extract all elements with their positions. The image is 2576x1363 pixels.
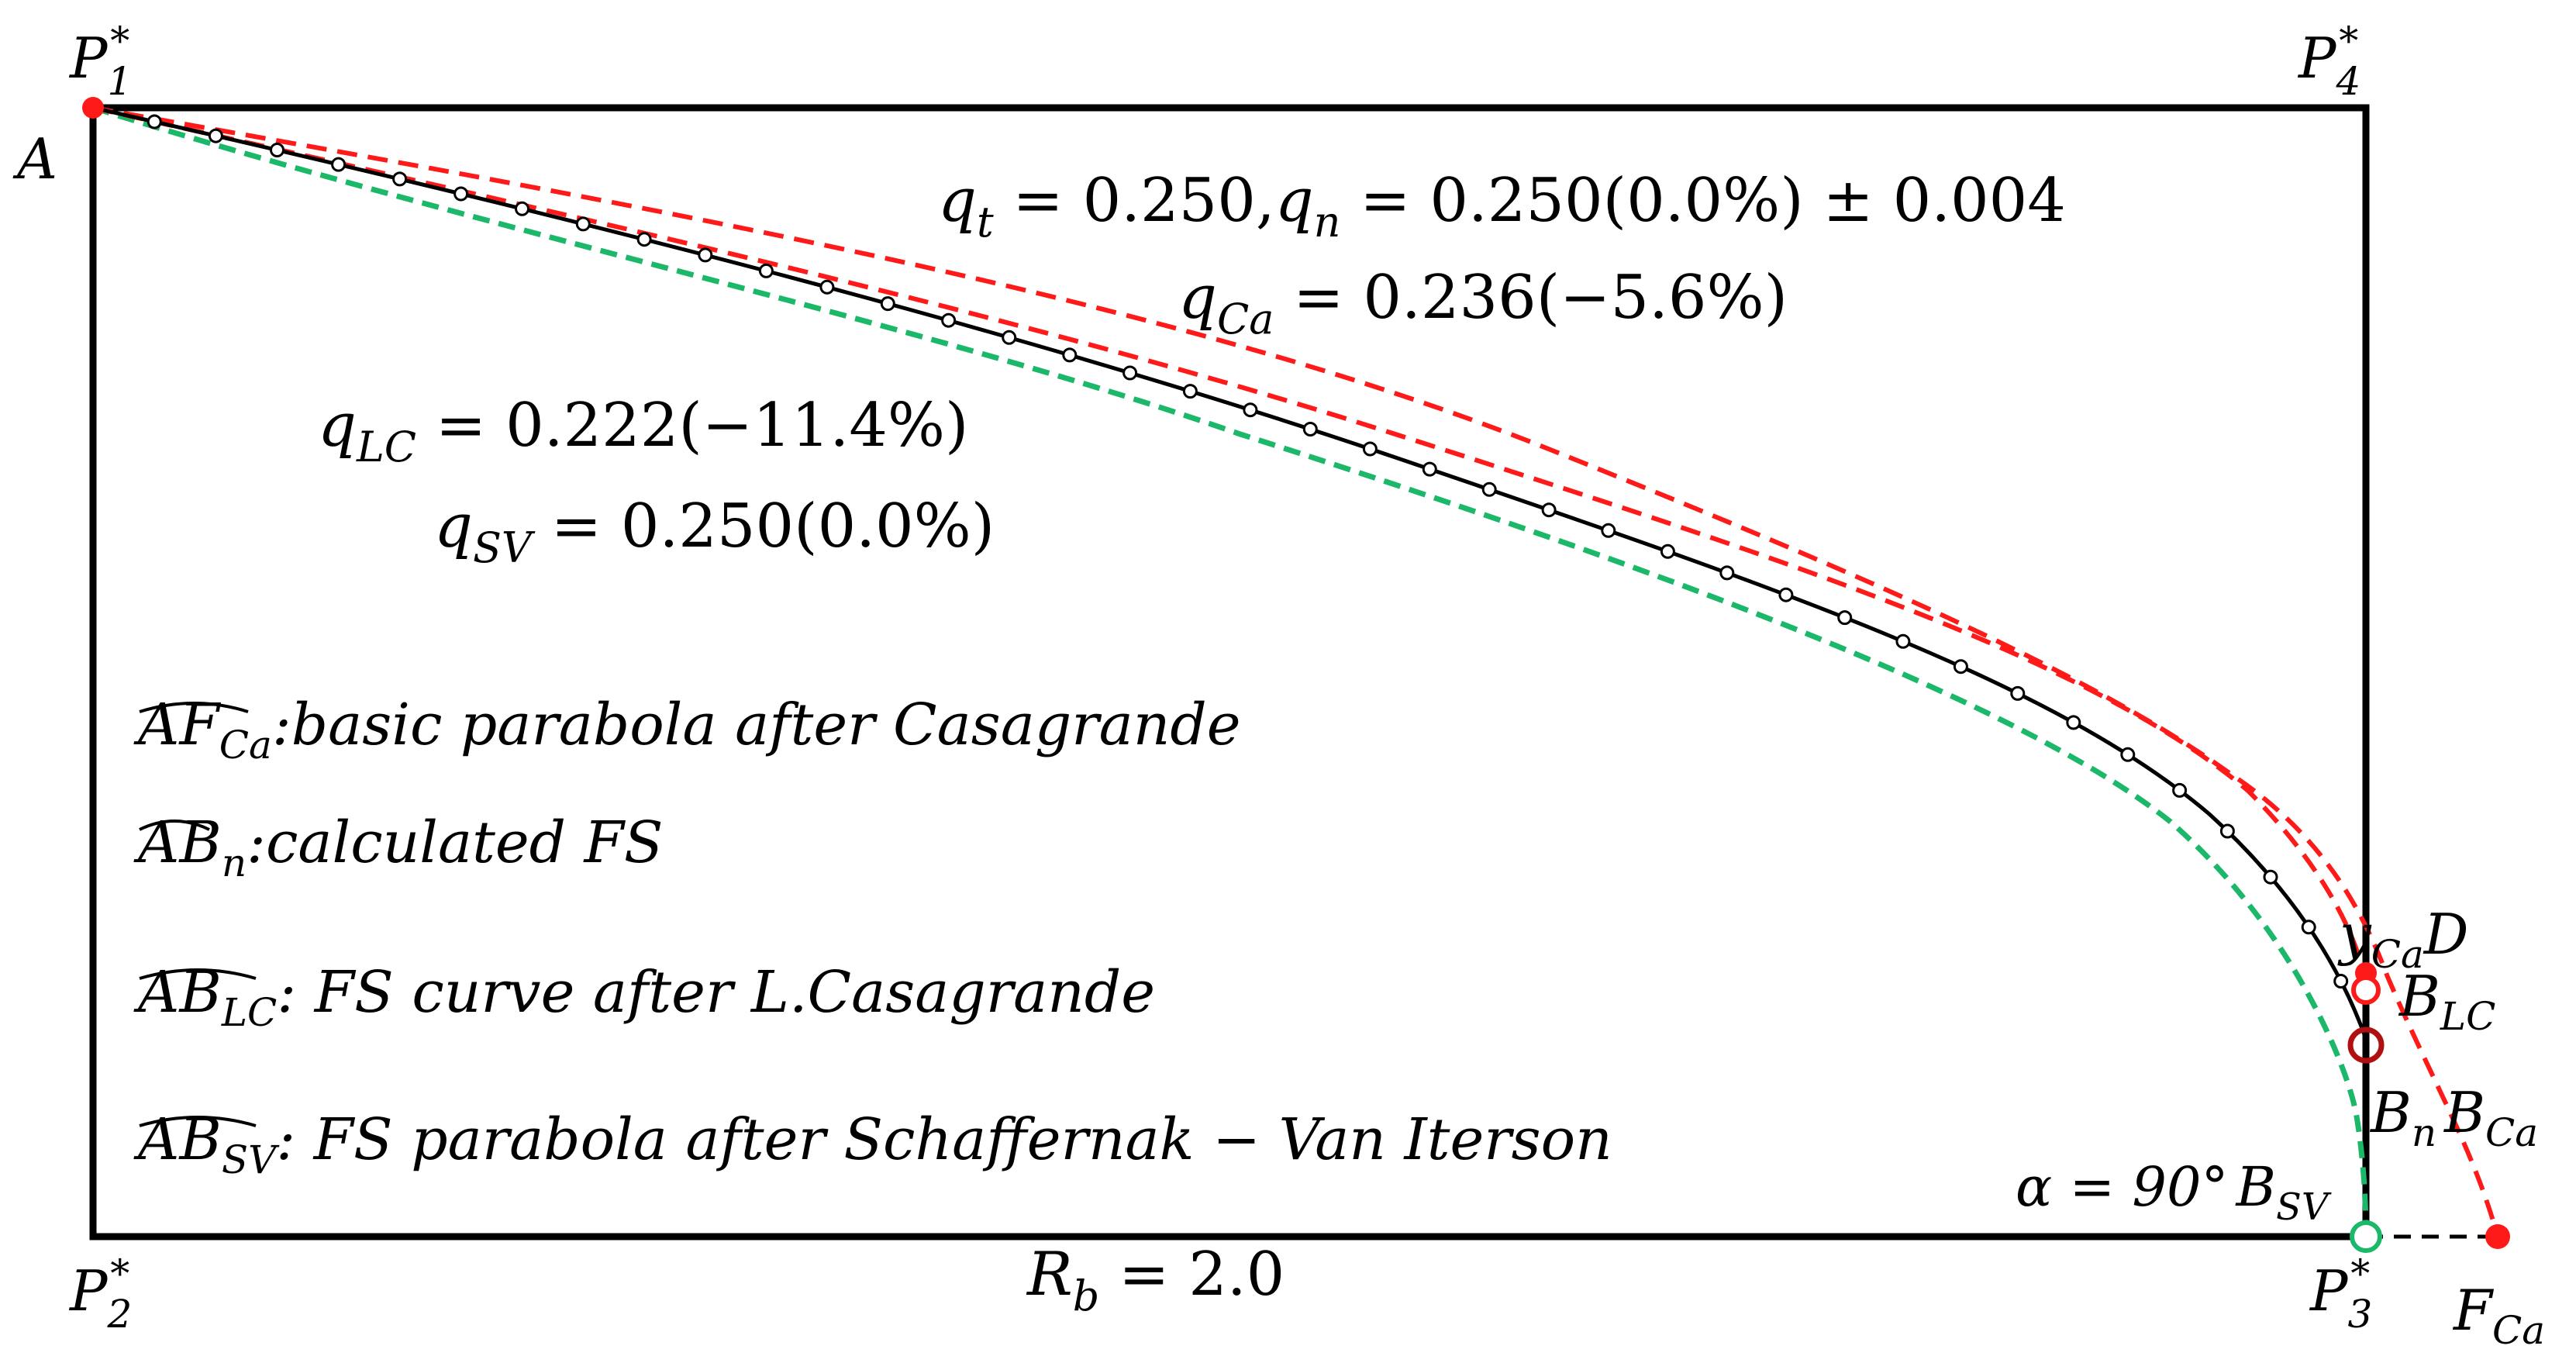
curve-marker [1182,384,1198,399]
curve-marker [1002,330,1017,345]
curve-marker [2066,715,2081,730]
curve-marker [1362,441,1378,457]
curve-marker [515,201,529,216]
curve-marker [1953,659,1968,675]
curve-marker [1541,502,1557,518]
point-fca-marker [2485,1224,2510,1249]
point-bsv-marker [2350,1220,2382,1253]
curve-marker [1243,402,1258,418]
svg-text:ABLC: FS curve after L.Casagra: ABLC: FS curve after L.Casagrande [133,959,1155,1035]
svg-text:AFCa:basic parabola after Casa: AFCa:basic parabola after Casagrande [133,692,1241,768]
curve-marker [1895,633,1911,649]
curve-marker [819,279,835,295]
curve-marker [1837,610,1853,626]
arc-overline [139,968,257,980]
point-a-marker [82,97,104,119]
label-fca: FCa [2452,1278,2545,1353]
curve-marker [880,296,895,312]
formula-qsv: qSV = 0.250(0.0%) [434,492,995,572]
curve-marker [2010,685,2026,701]
casagrande-basic-parabola [92,105,2500,1237]
svg-text:ABn:calculated FS: ABn:calculated FS [133,809,664,885]
curve-marker [147,114,162,129]
curve-marker [698,247,713,263]
schaffernak-van-iterson-curve [91,105,2369,1237]
label-a: A [12,126,57,192]
curve-marker [2263,869,2278,885]
arc-overline [139,702,249,713]
calculated-curve-markers [147,114,2349,989]
legend-entry-sv: ABSV: FS parabola after Schaffernak − Va… [133,1106,1612,1182]
curve-marker [331,157,347,172]
svg-text:ABSV: FS parabola after Schaff: ABSV: FS parabola after Schaffernak − Va… [133,1106,1612,1182]
curve-marker [1481,481,1497,497]
label-bn-bca: Bn BCa [2369,1080,2538,1155]
curve-marker [758,263,774,278]
formula-qca: qCa = 0.236(−5.6%) [1178,263,1788,343]
formula-qt-qn: qt = 0.250,qn = 0.250(0.0%) ± 0.004 [938,166,2066,247]
l-casagrande-curve [92,105,2368,985]
curve-marker [1660,543,1675,559]
curve-marker [392,171,408,187]
label-p3: P3* [2309,1251,2372,1337]
curve-marker [2172,782,2188,798]
curve-marker [941,312,957,328]
domain-frame [89,104,2370,1241]
legend-entry-lc: ABLC: FS curve after L.Casagrande [133,959,1155,1035]
curve-marker [1778,587,1794,602]
curve-marker [1719,565,1735,581]
calculated-free-surface-curve [92,105,2368,1040]
legend-entry-ca: AFCa:basic parabola after Casagrande [133,692,1241,768]
formula-rb: Rb = 2.0 [1026,1240,1285,1320]
curve-marker [1422,461,1437,477]
curve-marker [2219,823,2235,839]
label-blc: BLC [2398,964,2495,1039]
legend-entry-n: ABn:calculated FS [133,809,664,885]
curve-marker [636,232,652,247]
label-yca-d: yCaD [2337,902,2469,977]
arc-overline [139,820,210,831]
label-p2: P2* [68,1251,132,1337]
curve-marker [1601,523,1616,538]
point-bn-marker [2347,1027,2385,1064]
curve-marker [453,186,469,202]
label-p1: P1* [68,19,132,104]
point-blc-marker [2351,975,2381,1005]
curve-marker [1122,365,1138,381]
curve-marker [2120,747,2136,762]
curve-marker [2333,974,2349,989]
formula-qlc: qLC = 0.222(−11.4%) [318,391,968,471]
arc-overline [139,1116,257,1127]
curve-marker [270,143,284,157]
label-alpha-bsv: α = 90° BSV [2016,1155,2332,1229]
curve-marker [208,128,223,143]
curve-marker [1062,347,1078,363]
curve-marker [575,216,591,232]
curve-marker [1302,422,1318,437]
curve-marker [2301,920,2316,935]
label-p4: P4* [2297,19,2360,104]
